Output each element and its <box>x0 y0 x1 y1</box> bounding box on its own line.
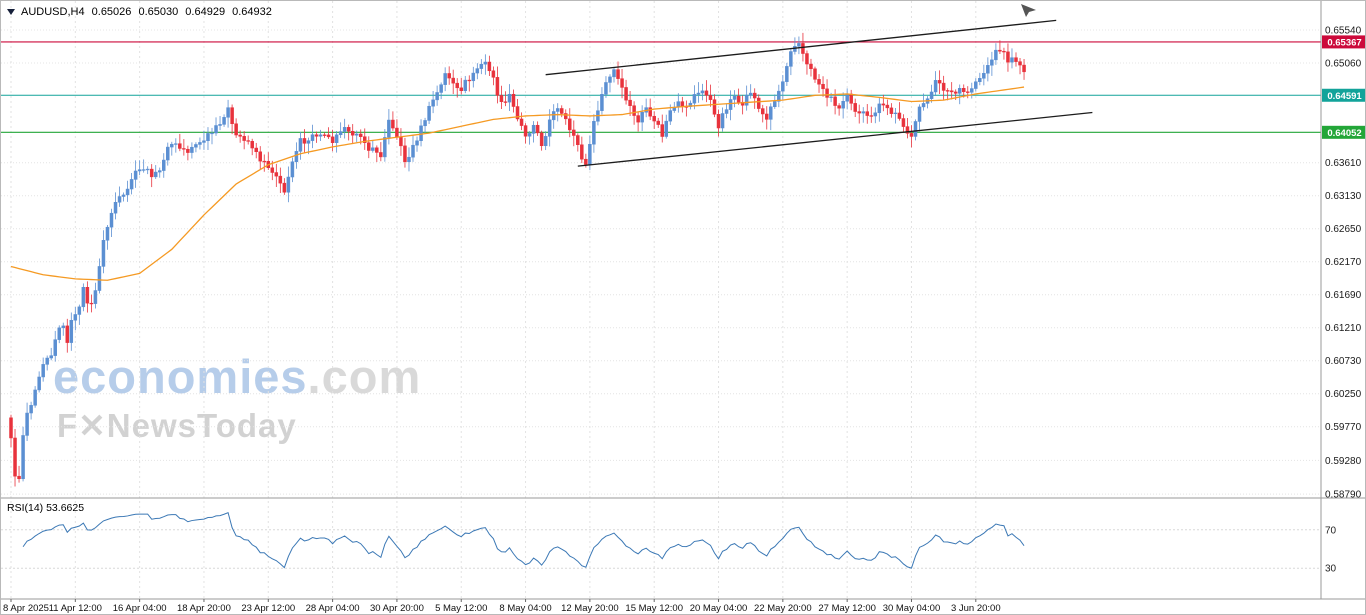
symbol-period-label: AUDUSD,H4 <box>21 6 85 18</box>
svg-text:0.63130: 0.63130 <box>1325 191 1362 202</box>
trendlines <box>545 19 1093 167</box>
symbol-dropdown-icon[interactable] <box>7 9 15 15</box>
svg-text:20 May 04:00: 20 May 04:00 <box>690 603 748 614</box>
svg-text:30: 30 <box>1325 564 1337 575</box>
svg-text:0.65367: 0.65367 <box>1327 37 1361 48</box>
panel-borders <box>1 1 1365 600</box>
svg-text:0.60250: 0.60250 <box>1325 389 1362 400</box>
svg-text:12 May 20:00: 12 May 20:00 <box>561 603 619 614</box>
svg-text:22 May 20:00: 22 May 20:00 <box>754 603 812 614</box>
svg-text:0.65540: 0.65540 <box>1325 26 1362 37</box>
moving-average-line <box>10 86 1025 281</box>
svg-text:3 Jun 20:00: 3 Jun 20:00 <box>951 603 1001 614</box>
svg-text:0.59280: 0.59280 <box>1325 456 1362 467</box>
svg-text:27 May 12:00: 27 May 12:00 <box>818 603 876 614</box>
svg-text:0.60730: 0.60730 <box>1325 356 1362 367</box>
svg-text:30 Apr 20:00: 30 Apr 20:00 <box>370 603 424 614</box>
svg-text:0.65060: 0.65060 <box>1325 59 1362 70</box>
rsi-panel: 70 30 <box>1 511 1337 575</box>
rsi-indicator-label: RSI(14) 53.6625 <box>7 502 85 514</box>
price-axis[interactable]: 0.65540 0.65060 0.63610 0.63130 0.62650 0.621… <box>1322 26 1366 501</box>
svg-text:5 May 12:00: 5 May 12:00 <box>435 603 487 614</box>
svg-text:0.62650: 0.62650 <box>1325 224 1362 235</box>
svg-text:0.61210: 0.61210 <box>1325 323 1362 334</box>
svg-text:8 May 04:00: 8 May 04:00 <box>499 603 551 614</box>
time-axis[interactable]: 8 Apr 2025 11 Apr 12:00 16 Apr 04:00 18 Apr… <box>3 599 1001 614</box>
watermark-brand-suffix: .com <box>307 350 422 403</box>
svg-text:28 Apr 04:00: 28 Apr 04:00 <box>306 603 360 614</box>
svg-text:11 Apr 12:00: 11 Apr 12:00 <box>49 603 102 614</box>
symbol-info-bar: AUDUSD,H4 0.65026 0.65030 0.64929 0.6493… <box>7 6 276 18</box>
svg-text:0.61690: 0.61690 <box>1325 290 1362 301</box>
cursor-arrow-icon <box>1021 4 1036 17</box>
svg-text:18 Apr 20:00: 18 Apr 20:00 <box>177 603 231 614</box>
svg-text:16 Apr 04:00: 16 Apr 04:00 <box>113 603 167 614</box>
quote-open: 0.65026 <box>91 6 132 18</box>
watermark-subbrand: F✕NewsToday <box>57 406 297 444</box>
svg-text:8 Apr 2025: 8 Apr 2025 <box>3 603 49 614</box>
horizontal-levels <box>1 41 1321 133</box>
candlestick-series <box>9 32 1026 487</box>
svg-text:0.64052: 0.64052 <box>1327 128 1361 139</box>
quote-low: 0.64929 <box>185 6 226 18</box>
watermark-brand-line: economies.com <box>53 353 421 401</box>
svg-text:0.59770: 0.59770 <box>1325 422 1362 433</box>
svg-text:70: 70 <box>1325 525 1337 536</box>
quote-high: 0.65030 <box>138 6 179 18</box>
svg-text:30 May 04:00: 30 May 04:00 <box>883 603 941 614</box>
quote-close: 0.64932 <box>232 6 272 18</box>
grid-lines <box>1 1 1321 599</box>
svg-text:0.62170: 0.62170 <box>1325 257 1362 268</box>
svg-text:0.58790: 0.58790 <box>1325 490 1362 501</box>
watermark-brand: economies <box>53 350 308 403</box>
svg-text:23 Apr 12:00: 23 Apr 12:00 <box>241 603 295 614</box>
svg-text:15 May 12:00: 15 May 12:00 <box>625 603 683 614</box>
symbol-quote: AUDUSD,H4 0.65026 0.65030 0.64929 0.6493… <box>21 6 276 18</box>
svg-text:0.63610: 0.63610 <box>1325 158 1362 169</box>
watermark: economies.com F✕NewsToday <box>53 353 421 443</box>
svg-text:0.64591: 0.64591 <box>1327 91 1362 102</box>
